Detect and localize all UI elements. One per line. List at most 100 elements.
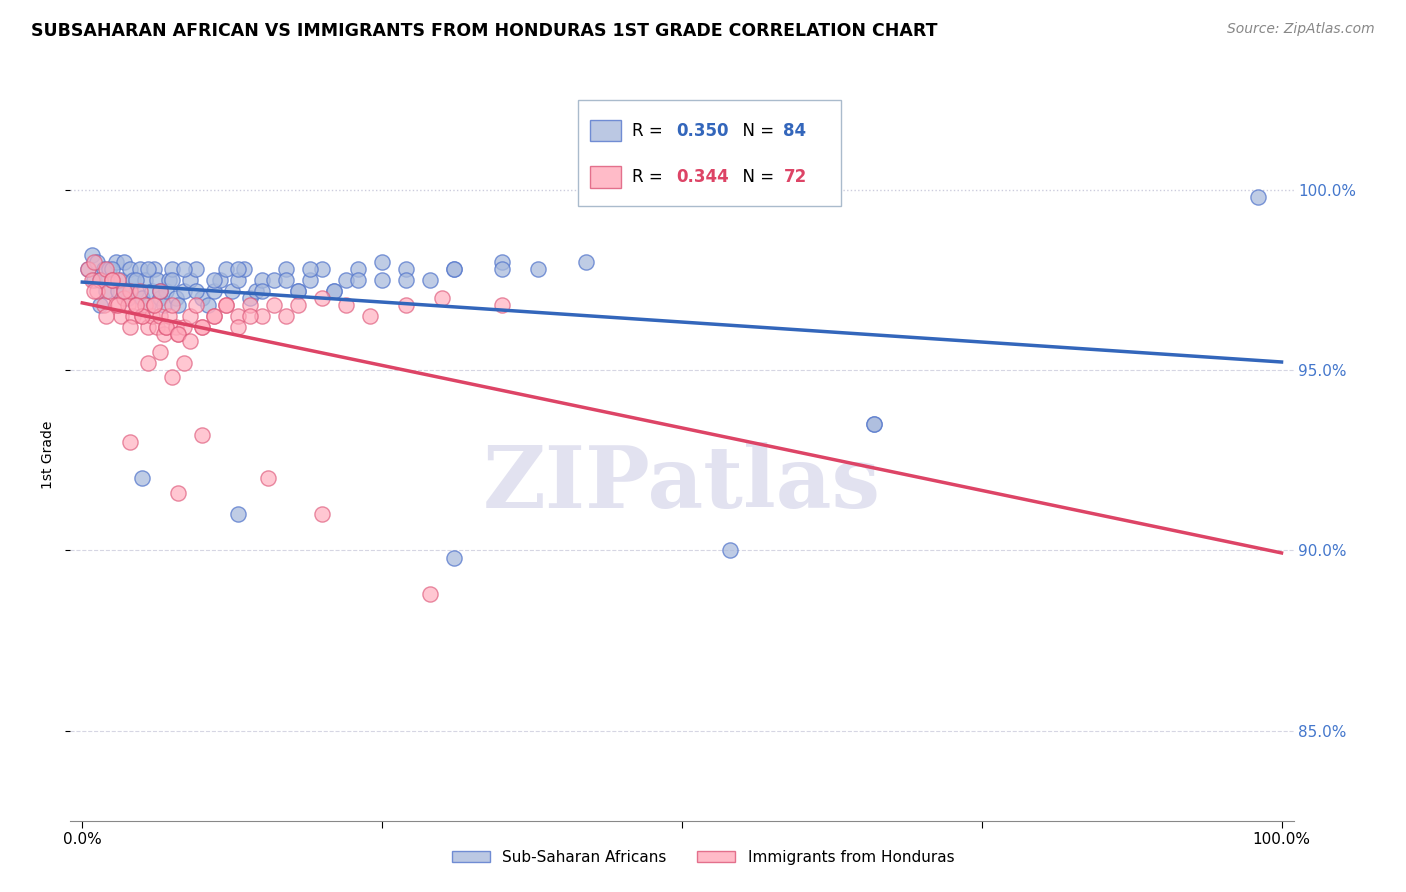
- Point: [136, 298, 159, 312]
- Point: [202, 309, 225, 323]
- Point: [131, 309, 153, 323]
- Point: [276, 262, 298, 277]
- Point: [157, 309, 180, 323]
- Point: [80, 273, 103, 287]
- Point: [226, 273, 249, 287]
- Point: [202, 273, 225, 287]
- Point: [141, 284, 163, 298]
- Point: [287, 284, 309, 298]
- Point: [153, 298, 176, 312]
- Point: [101, 273, 124, 287]
- Point: [117, 291, 139, 305]
- Point: [173, 356, 195, 370]
- Point: [311, 508, 333, 522]
- Point: [83, 273, 105, 287]
- Point: [104, 298, 127, 312]
- Point: [186, 298, 208, 312]
- Point: [155, 284, 177, 298]
- Point: [149, 284, 172, 298]
- Point: [226, 262, 249, 277]
- Text: N =: N =: [733, 122, 779, 140]
- Legend: Sub-Saharan Africans, Immigrants from Honduras: Sub-Saharan Africans, Immigrants from Ho…: [446, 844, 960, 871]
- Point: [77, 262, 100, 277]
- Point: [149, 309, 172, 323]
- Text: R =: R =: [631, 122, 668, 140]
- Point: [120, 284, 142, 298]
- Point: [191, 428, 214, 442]
- Point: [97, 262, 120, 277]
- Point: [83, 284, 105, 298]
- Point: [128, 284, 150, 298]
- Point: [443, 262, 465, 277]
- Point: [276, 273, 298, 287]
- Point: [117, 298, 139, 312]
- Point: [335, 298, 357, 312]
- Point: [160, 262, 183, 277]
- Point: [191, 291, 214, 305]
- FancyBboxPatch shape: [591, 120, 621, 142]
- Y-axis label: 1st Grade: 1st Grade: [41, 421, 55, 489]
- Point: [134, 298, 156, 312]
- Point: [149, 345, 172, 359]
- FancyBboxPatch shape: [591, 167, 621, 187]
- Text: R =: R =: [631, 168, 668, 186]
- Text: 0.344: 0.344: [676, 168, 728, 186]
- Point: [143, 298, 166, 312]
- FancyBboxPatch shape: [578, 100, 841, 206]
- Point: [149, 291, 172, 305]
- Point: [160, 273, 183, 287]
- Point: [121, 309, 143, 323]
- Point: [101, 262, 124, 277]
- Point: [239, 309, 262, 323]
- Point: [347, 262, 370, 277]
- Point: [430, 291, 453, 305]
- Point: [359, 309, 381, 323]
- Point: [191, 320, 214, 334]
- Point: [371, 255, 394, 269]
- Point: [155, 320, 177, 334]
- Point: [165, 291, 187, 305]
- Point: [96, 284, 118, 298]
- Point: [419, 273, 441, 287]
- Point: [263, 273, 285, 287]
- Point: [179, 273, 201, 287]
- Point: [131, 291, 153, 305]
- Point: [167, 327, 190, 342]
- Point: [250, 309, 273, 323]
- Point: [80, 248, 103, 262]
- Point: [335, 273, 357, 287]
- Point: [96, 309, 118, 323]
- Point: [173, 262, 195, 277]
- Text: N =: N =: [733, 168, 779, 186]
- Point: [120, 435, 142, 450]
- Point: [395, 273, 418, 287]
- Point: [215, 298, 238, 312]
- Point: [173, 320, 195, 334]
- Point: [145, 273, 167, 287]
- Text: 0.350: 0.350: [676, 122, 728, 140]
- Point: [125, 273, 148, 287]
- Point: [191, 320, 214, 334]
- Point: [93, 262, 115, 277]
- Point: [131, 309, 153, 323]
- Point: [299, 262, 322, 277]
- Point: [395, 298, 418, 312]
- Point: [276, 309, 298, 323]
- Point: [125, 298, 148, 312]
- Point: [107, 273, 129, 287]
- Point: [131, 471, 153, 485]
- Point: [110, 309, 132, 323]
- Point: [323, 284, 346, 298]
- Point: [323, 284, 346, 298]
- Point: [107, 284, 129, 298]
- Point: [718, 543, 741, 558]
- Point: [299, 273, 322, 287]
- Point: [215, 262, 238, 277]
- Point: [202, 284, 225, 298]
- Point: [136, 262, 159, 277]
- Point: [136, 320, 159, 334]
- Point: [149, 284, 172, 298]
- Point: [250, 273, 273, 287]
- Point: [86, 284, 108, 298]
- Point: [136, 356, 159, 370]
